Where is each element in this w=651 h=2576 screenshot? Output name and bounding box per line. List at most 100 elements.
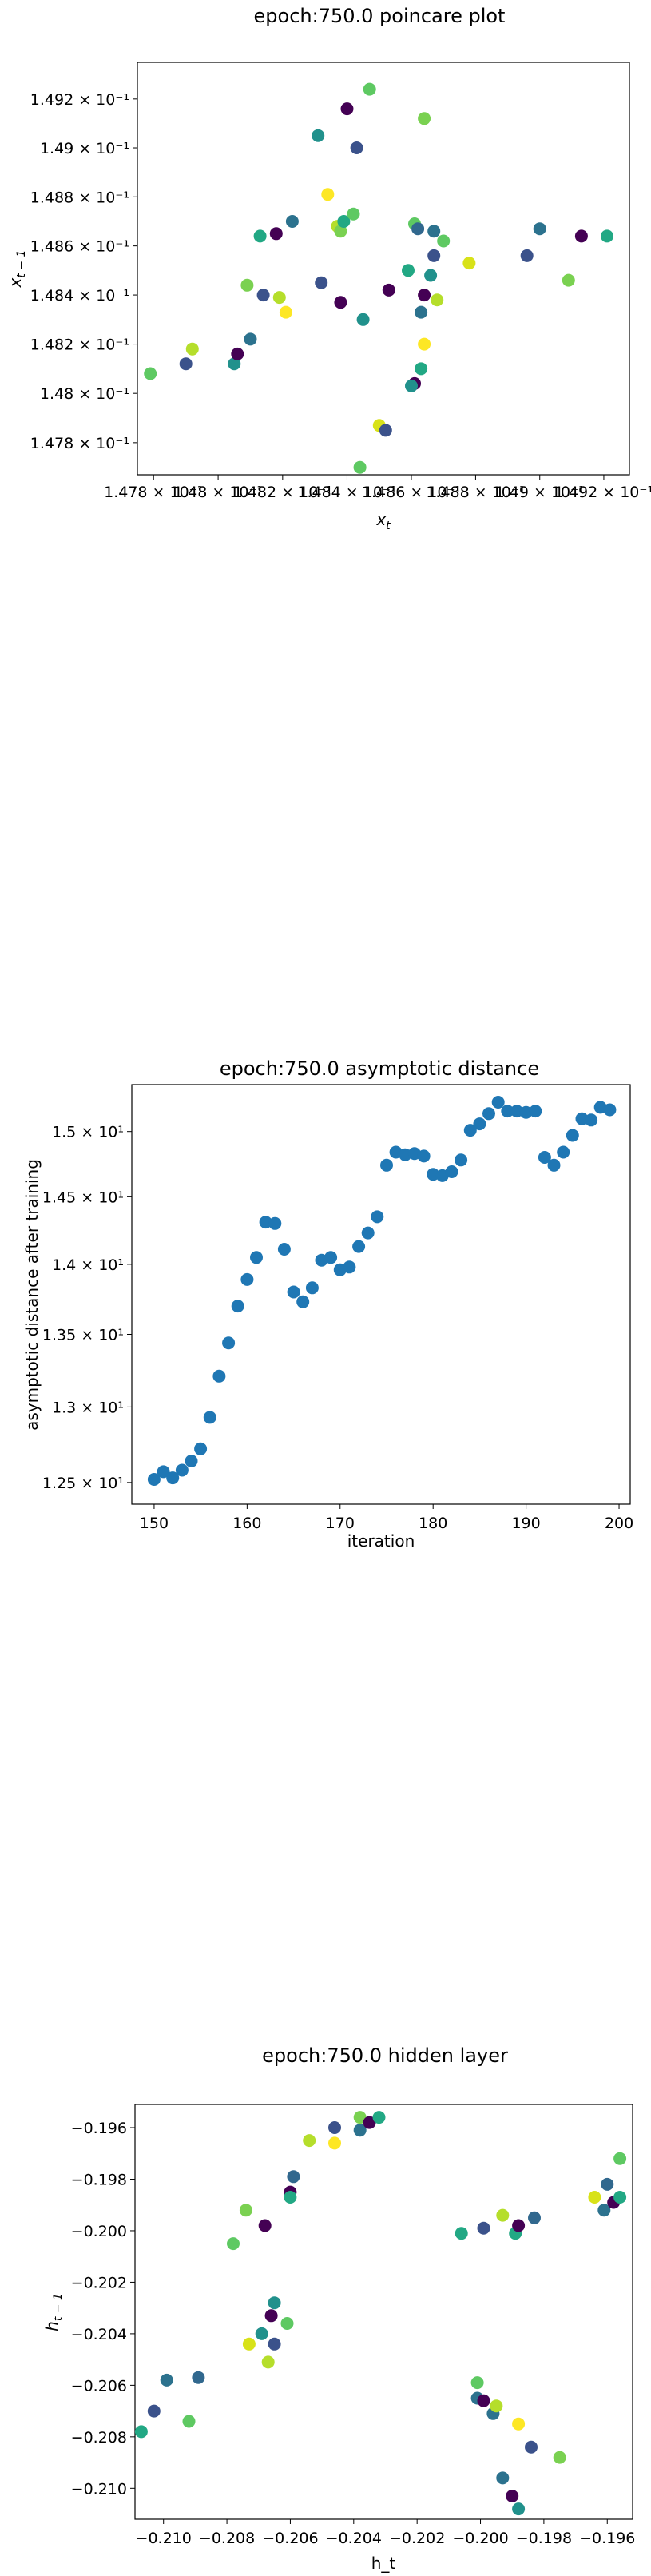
data-point xyxy=(269,227,283,241)
data-point xyxy=(350,141,363,154)
data-point xyxy=(160,2373,173,2387)
y-tick-label: −0.210 xyxy=(71,2480,127,2498)
data-point xyxy=(356,313,370,326)
x-tick-label: 150 xyxy=(140,1515,169,1532)
y-axis-label: asymptotic distance after training xyxy=(22,1159,42,1431)
poincare-plot: epoch:750.0 poincare plot 1.478 × 10⁻¹1.… xyxy=(6,5,651,532)
data-point xyxy=(371,1210,384,1224)
data-point xyxy=(512,2502,526,2516)
data-point xyxy=(134,2425,148,2439)
data-point xyxy=(285,215,299,228)
data-point xyxy=(147,1473,161,1486)
data-point xyxy=(250,1251,263,1264)
chart-title: epoch:750.0 poincare plot xyxy=(254,5,506,27)
x-axis-label: h_t xyxy=(371,2554,396,2573)
x-tick-label: 1.484 × 10⁻¹ xyxy=(297,484,396,501)
x-tick-label: −0.198 xyxy=(516,2530,572,2547)
data-point xyxy=(259,1216,272,1229)
scatter-points xyxy=(134,2111,627,2516)
scatter-points xyxy=(144,82,613,474)
data-point xyxy=(340,102,354,116)
data-point xyxy=(455,2227,468,2240)
x-tick-label: 1.486 × 10⁻¹ xyxy=(362,484,461,501)
data-point xyxy=(501,1105,514,1118)
data-point xyxy=(470,2376,484,2390)
y-tick-label: −0.198 xyxy=(71,2171,127,2188)
data-point xyxy=(553,2451,566,2464)
data-point xyxy=(296,1295,310,1308)
data-point xyxy=(361,1226,375,1240)
data-point xyxy=(585,1113,598,1127)
data-point xyxy=(418,337,431,351)
data-point xyxy=(334,296,347,309)
x-axis-label: iteration xyxy=(347,1531,415,1551)
data-point xyxy=(231,347,244,360)
data-point xyxy=(244,332,257,346)
asymptotic-distance-plot: epoch:750.0 asymptotic distance 150 160 17… xyxy=(22,1057,633,1551)
data-point xyxy=(496,2208,510,2222)
y-tick-label: 1.25 × 10¹ xyxy=(42,1475,124,1492)
data-point xyxy=(490,2399,503,2413)
x-tick-label: −0.204 xyxy=(326,2530,382,2547)
y-tick-label: 1.35 × 10¹ xyxy=(42,1326,124,1344)
data-point xyxy=(427,249,441,262)
y-tick-label: 1.482 × 10⁻¹ xyxy=(30,336,129,354)
data-point xyxy=(482,1107,495,1121)
data-point xyxy=(268,1216,282,1230)
data-point xyxy=(284,2191,297,2204)
data-point xyxy=(372,2111,386,2124)
x-tick-label: 180 xyxy=(419,1515,447,1532)
data-point xyxy=(258,2219,272,2232)
x-tick-label: 1.492 × 10⁻¹ xyxy=(554,484,651,501)
data-point xyxy=(334,225,347,238)
data-point xyxy=(512,2417,526,2431)
data-point xyxy=(529,1105,542,1118)
data-point xyxy=(353,2111,367,2124)
data-point xyxy=(203,1411,216,1424)
data-point xyxy=(324,1251,338,1264)
data-point xyxy=(601,229,613,243)
x-tick-label: 1.49 × 10⁻¹ xyxy=(495,484,585,501)
data-point xyxy=(347,207,360,221)
data-point xyxy=(601,2177,614,2191)
chart-title: epoch:750.0 asymptotic distance xyxy=(220,1057,539,1080)
data-point xyxy=(242,2337,256,2351)
data-point xyxy=(437,234,451,248)
data-point xyxy=(175,1463,189,1477)
data-point xyxy=(566,1129,579,1142)
data-point xyxy=(512,2219,526,2232)
data-point xyxy=(256,289,270,302)
x-ticks: −0.210 −0.208 −0.206 −0.204 −0.202 −0.200 −0.1… xyxy=(136,2519,635,2547)
y-tick-label: 1.486 × 10⁻¹ xyxy=(30,238,129,256)
y-tick-label: −0.206 xyxy=(71,2377,127,2395)
data-point xyxy=(321,188,335,201)
x-tick-label: −0.208 xyxy=(199,2530,255,2547)
y-tick-label: −0.200 xyxy=(71,2223,127,2240)
x-tick-label: −0.202 xyxy=(389,2530,445,2547)
data-point xyxy=(222,1336,236,1350)
y-tick-label: 1.48 × 10⁻¹ xyxy=(40,385,129,403)
data-point xyxy=(272,291,286,305)
data-point xyxy=(477,2221,490,2235)
data-point xyxy=(185,1455,198,1467)
y-tick-label: −0.208 xyxy=(71,2429,127,2447)
y-tick-label: 1.45 × 10¹ xyxy=(42,1188,124,1206)
data-point xyxy=(411,222,425,236)
data-point xyxy=(240,1272,254,1286)
data-point xyxy=(473,1117,486,1131)
data-point xyxy=(231,1300,244,1313)
data-point xyxy=(253,229,267,243)
data-point xyxy=(328,2121,341,2134)
data-point xyxy=(353,460,367,474)
x-tick-label: 170 xyxy=(326,1515,355,1532)
x-tick-label: −0.210 xyxy=(136,2530,192,2547)
data-point xyxy=(528,2211,541,2224)
x-tick-label: 200 xyxy=(605,1515,633,1532)
data-point xyxy=(328,2136,341,2150)
data-point xyxy=(613,2191,627,2204)
x-tick-label: −0.196 xyxy=(579,2530,635,2547)
data-point xyxy=(496,2471,510,2485)
plot-area xyxy=(134,2104,633,2520)
data-point xyxy=(525,2440,538,2454)
